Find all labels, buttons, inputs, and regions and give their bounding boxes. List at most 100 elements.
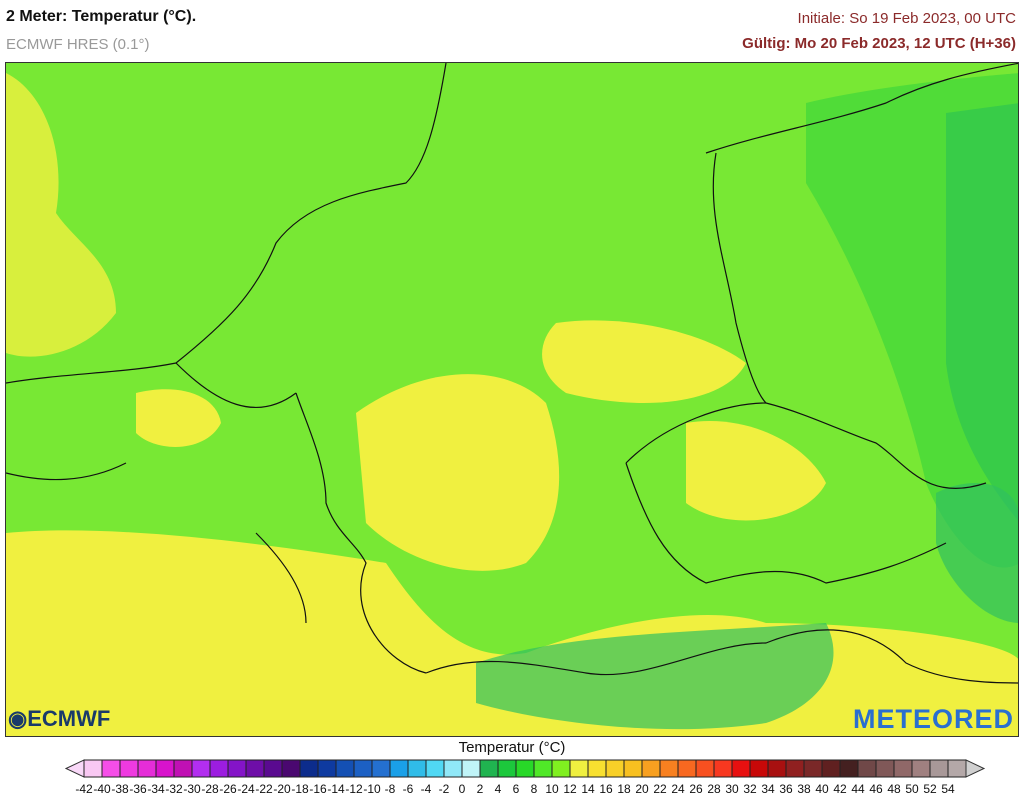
legend-tick-label: 28	[707, 782, 721, 796]
legend-tick-label: -10	[363, 782, 381, 796]
legend-tick-label: 34	[761, 782, 775, 796]
legend-tick-label: 48	[887, 782, 901, 796]
legend-tick-label: 32	[743, 782, 757, 796]
carpathian-region	[936, 483, 1018, 623]
ecmwf-logo: ◉ECMWF	[8, 706, 111, 731]
legend-tick-label: -26	[219, 782, 237, 796]
legend-swatch	[515, 759, 535, 778]
legend-tick-label: 2	[476, 782, 484, 796]
warm-region-england	[6, 73, 116, 357]
legend-tick-label: -32	[165, 782, 183, 796]
legend-swatch	[569, 759, 589, 778]
legend-tick-label: -42	[75, 782, 93, 796]
alps-region	[476, 623, 834, 730]
legend-swatch	[641, 759, 661, 778]
legend-swatch	[731, 759, 751, 778]
legend-swatch	[443, 759, 463, 778]
legend-tick-label: 20	[635, 782, 649, 796]
legend-tick-label: 8	[530, 782, 538, 796]
legend-tick-label: 38	[797, 782, 811, 796]
legend-tick-label: 40	[815, 782, 829, 796]
legend-swatch	[497, 759, 517, 778]
init-time: Initiale: So 19 Feb 2023, 00 UTC	[797, 10, 1016, 27]
model-name: ECMWF HRES (0.1°)	[6, 36, 150, 53]
legend-tick-label: 22	[653, 782, 667, 796]
legend-title: Temperatur (°C)	[458, 739, 566, 756]
legend-tick-label: 52	[923, 782, 937, 796]
legend-tick-label: -28	[201, 782, 219, 796]
legend-swatch	[461, 759, 481, 778]
legend-swatch	[875, 759, 895, 778]
legend-swatch	[713, 759, 733, 778]
legend-tick-label: 0	[458, 782, 466, 796]
legend-tick-label: 50	[905, 782, 919, 796]
legend-swatch	[551, 759, 571, 778]
legend-swatch	[479, 759, 499, 778]
legend-swatch	[911, 759, 931, 778]
legend-swatch	[353, 759, 373, 778]
legend-tick-label: -16	[309, 782, 327, 796]
legend-tick-label: 10	[545, 782, 559, 796]
legend-tick-label: 36	[779, 782, 793, 796]
legend-swatch	[245, 759, 265, 778]
legend-swatch	[929, 759, 949, 778]
warm-region-czechia	[686, 421, 826, 521]
legend-swatch	[533, 759, 553, 778]
legend-tick-label: 44	[851, 782, 865, 796]
legend-swatch	[587, 759, 607, 778]
legend-swatch	[623, 759, 643, 778]
legend-swatch	[209, 759, 229, 778]
legend-swatch	[893, 759, 913, 778]
legend-swatch	[695, 759, 715, 778]
legend-tick-label: -6	[402, 782, 414, 796]
legend-swatch	[785, 759, 805, 778]
legend-swatch	[947, 759, 967, 778]
legend-tick-label: -24	[237, 782, 255, 796]
legend-tick-label: 46	[869, 782, 883, 796]
cool-region-far-east	[946, 103, 1018, 521]
legend-tick-label: -4	[420, 782, 432, 796]
warm-region-west-central	[356, 374, 560, 571]
warm-region-central	[542, 320, 746, 403]
legend-swatch	[857, 759, 877, 778]
map-title: 2 Meter: Temperatur (°C).	[6, 8, 197, 25]
legend-tick-label: -20	[273, 782, 291, 796]
legend-tick-label: 12	[563, 782, 577, 796]
legend-low-arrow	[64, 759, 85, 778]
legend-swatch	[677, 759, 697, 778]
legend-swatch	[803, 759, 823, 778]
temperature-map[interactable]	[5, 62, 1019, 737]
legend-tick-label: -38	[111, 782, 129, 796]
legend-swatch	[605, 759, 625, 778]
legend-swatch	[263, 759, 283, 778]
warm-region-belgium	[136, 389, 221, 447]
country-borders	[6, 63, 1018, 684]
legend-swatch	[119, 759, 139, 778]
legend-tick-label: 6	[512, 782, 520, 796]
legend-tick-label: -8	[384, 782, 396, 796]
legend-tick-label: 54	[941, 782, 955, 796]
valid-time: Gültig: Mo 20 Feb 2023, 12 UTC (H+36)	[742, 35, 1016, 52]
legend-swatch	[317, 759, 337, 778]
legend-tick-label: -2	[438, 782, 450, 796]
legend-swatch	[191, 759, 211, 778]
legend-swatch	[371, 759, 391, 778]
legend-tick-label: -22	[255, 782, 273, 796]
legend-tick-label: 42	[833, 782, 847, 796]
legend-swatch	[137, 759, 157, 778]
legend-tick-label: -36	[129, 782, 147, 796]
legend-tick-label: -34	[147, 782, 165, 796]
legend-swatch	[659, 759, 679, 778]
legend-swatch	[749, 759, 769, 778]
legend-tick-label: -14	[327, 782, 345, 796]
legend-swatch	[227, 759, 247, 778]
legend-swatch	[281, 759, 301, 778]
legend-swatch	[173, 759, 193, 778]
legend-tick-label: 4	[494, 782, 502, 796]
color-scale-legend	[64, 759, 986, 778]
legend-swatch	[839, 759, 859, 778]
legend-swatch	[389, 759, 409, 778]
legend-tick-label: -30	[183, 782, 201, 796]
legend-swatch	[407, 759, 427, 778]
meteored-logo: METEORED	[852, 704, 1014, 734]
